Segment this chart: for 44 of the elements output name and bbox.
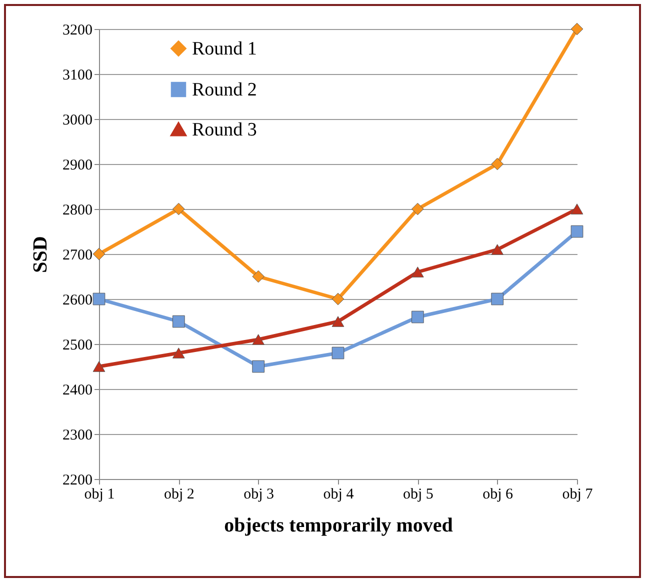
y-tick-label: 2900 xyxy=(62,158,92,174)
point xyxy=(412,266,424,278)
x-tick-label: obj 5 xyxy=(402,486,434,502)
point xyxy=(252,270,264,283)
y-tick-label: 3000 xyxy=(62,112,92,128)
x-axis-title: objects temporarily moved xyxy=(224,514,453,536)
point xyxy=(92,292,106,306)
y-tick-label: 2200 xyxy=(62,472,92,488)
point xyxy=(491,244,504,255)
point xyxy=(92,361,106,372)
point xyxy=(491,158,504,170)
point xyxy=(252,360,264,373)
y-tick-label: 2400 xyxy=(62,382,92,398)
point xyxy=(172,202,185,216)
y-tick-label: 2800 xyxy=(62,202,92,218)
legend-label: Round 1 xyxy=(192,38,257,60)
y-tick-label: 2700 xyxy=(62,248,92,264)
y-tick-label: 3100 xyxy=(62,68,92,84)
x-tick-label: obj 4 xyxy=(323,486,354,502)
x-tick-label: obj 2 xyxy=(164,486,194,502)
point xyxy=(412,202,424,216)
legend-label: Round 2 xyxy=(192,80,257,100)
point xyxy=(570,204,584,214)
y-tick-label: 2500 xyxy=(62,338,92,354)
y-tick-label: 3200 xyxy=(62,22,92,38)
point xyxy=(92,248,106,260)
y-axis-title: SSD xyxy=(30,236,52,273)
y-tick-label: 2300 xyxy=(62,428,92,444)
point xyxy=(252,334,264,345)
point xyxy=(332,316,344,327)
point xyxy=(172,315,185,328)
x-tick-label: obj 1 xyxy=(84,486,115,502)
x-tick-label: obj 3 xyxy=(244,486,274,502)
point xyxy=(570,225,584,238)
point xyxy=(491,292,504,306)
point xyxy=(570,22,584,36)
point xyxy=(172,348,185,358)
point xyxy=(332,292,344,306)
legend-label: Round 3 xyxy=(192,120,257,140)
x-tick-label: obj 6 xyxy=(482,486,514,502)
x-tick-label: obj 7 xyxy=(562,486,594,502)
point xyxy=(412,310,424,324)
y-tick-label: 2600 xyxy=(62,292,92,308)
point xyxy=(332,346,344,360)
